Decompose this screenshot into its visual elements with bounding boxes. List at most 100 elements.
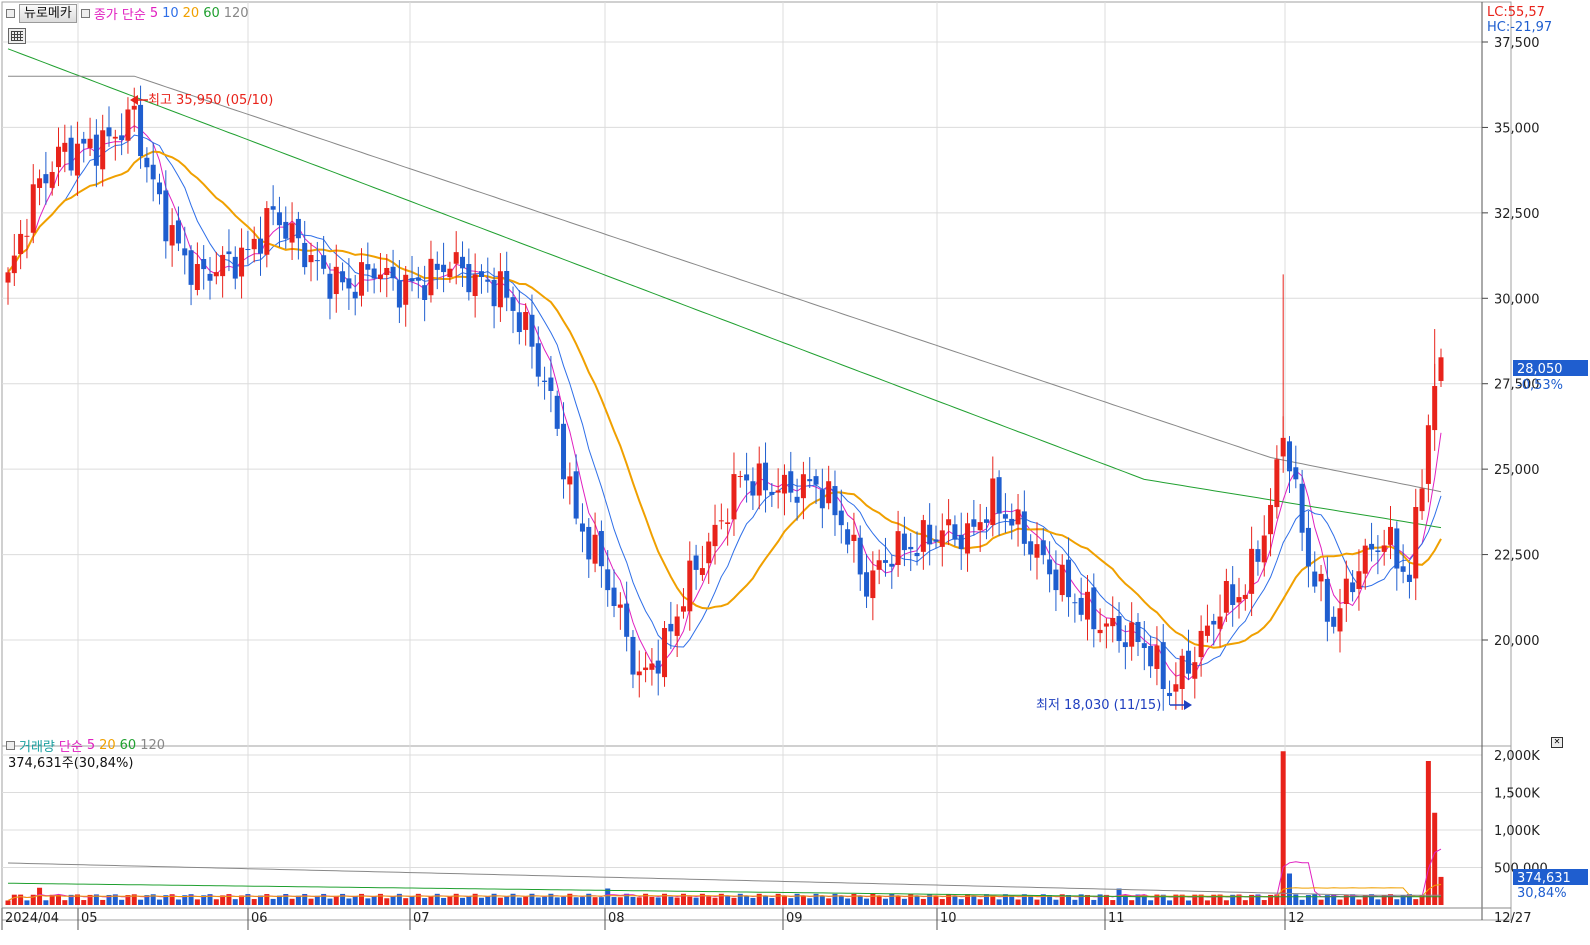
volume-bar bbox=[169, 894, 175, 905]
vma-20-label: 20 bbox=[99, 738, 116, 753]
volume-bar bbox=[302, 893, 308, 905]
volume-bar bbox=[497, 897, 503, 905]
volume-bar bbox=[952, 895, 958, 905]
volume-bar bbox=[1059, 894, 1065, 905]
volume-bar bbox=[1053, 899, 1059, 905]
candle-body bbox=[769, 491, 775, 495]
price-tick-label: 37,500 bbox=[1494, 36, 1540, 51]
volume-bar bbox=[1255, 894, 1261, 905]
volume-square-icon[interactable] bbox=[6, 741, 15, 750]
volume-bar bbox=[504, 896, 510, 905]
current-volume-ratio: 30,84% bbox=[1517, 886, 1567, 901]
volume-bar bbox=[674, 897, 680, 905]
candle-body bbox=[1002, 514, 1008, 519]
candle-body bbox=[965, 523, 971, 554]
volume-bar bbox=[662, 893, 668, 905]
volume-bar bbox=[182, 895, 188, 905]
candle-body bbox=[1280, 437, 1286, 457]
date-label: 10 bbox=[940, 911, 957, 926]
candle-body bbox=[119, 135, 125, 141]
panel-square-icon[interactable] bbox=[6, 9, 15, 18]
date-label: 09 bbox=[786, 911, 803, 926]
indicator-square-icon[interactable] bbox=[80, 9, 90, 18]
close-icon[interactable]: ✕ bbox=[1551, 737, 1563, 748]
volume-bar bbox=[1204, 900, 1210, 905]
ma-10-label: 10 bbox=[162, 6, 179, 21]
price-tick-label: 20,000 bbox=[1494, 634, 1540, 649]
volume-bar bbox=[1274, 894, 1280, 905]
volume-bar bbox=[643, 893, 649, 905]
price-tick-label: 32,500 bbox=[1494, 207, 1540, 222]
volume-indicator-label: 단순 bbox=[58, 740, 83, 755]
volume-bar bbox=[213, 899, 219, 905]
candle-body bbox=[24, 235, 30, 237]
volume-bar bbox=[327, 898, 333, 905]
candle-body bbox=[750, 481, 756, 496]
volume-bar bbox=[794, 893, 800, 905]
candle-body bbox=[434, 263, 440, 270]
candle-body bbox=[876, 560, 882, 570]
candle-body bbox=[314, 260, 320, 262]
low-annotation: 최저 18,030 (11/15) bbox=[1036, 698, 1192, 713]
volume-bars bbox=[5, 751, 1444, 905]
volume-bar bbox=[579, 897, 585, 905]
volume-bar bbox=[125, 895, 131, 905]
volume-bar bbox=[1261, 900, 1267, 905]
candle-body bbox=[37, 178, 43, 188]
candle-body bbox=[194, 264, 200, 290]
candle-body bbox=[1324, 578, 1330, 622]
stock-name-button[interactable]: 뉴로메카 bbox=[19, 4, 77, 23]
volume-bar bbox=[157, 899, 163, 905]
volume-toolbar: 거래량 단순 5 20 60 120 bbox=[6, 736, 165, 755]
volume-bar bbox=[693, 897, 699, 905]
volume-bar bbox=[1223, 900, 1229, 905]
candle-body bbox=[1040, 540, 1046, 556]
volume-bar bbox=[1350, 894, 1356, 905]
volume-bar bbox=[390, 896, 396, 905]
candle-body bbox=[1129, 622, 1135, 647]
volume-bar bbox=[453, 893, 459, 905]
volume-bar bbox=[510, 893, 516, 905]
volume-bar bbox=[680, 893, 686, 905]
candle-body bbox=[1078, 597, 1084, 615]
candle-body bbox=[687, 560, 693, 612]
volume-info: 374,631주(30,84%) bbox=[8, 756, 134, 771]
volume-bar bbox=[554, 897, 560, 905]
volume-bar bbox=[1375, 899, 1381, 905]
candle-body bbox=[1375, 550, 1381, 553]
volume-bar bbox=[1280, 751, 1286, 905]
candle-body bbox=[731, 474, 737, 520]
candle-body bbox=[112, 136, 118, 139]
volume-bar bbox=[359, 893, 365, 905]
candle-body bbox=[1350, 582, 1356, 593]
candle-body bbox=[882, 560, 888, 563]
volume-bar bbox=[1419, 895, 1425, 905]
candle-body bbox=[895, 531, 901, 565]
volume-bar bbox=[750, 897, 756, 905]
volume-bar bbox=[1432, 812, 1438, 905]
candle-body bbox=[1242, 594, 1248, 599]
volume-bar bbox=[617, 897, 623, 905]
grid-toggle-icon[interactable] bbox=[8, 28, 26, 44]
vma-5-label: 5 bbox=[86, 738, 96, 753]
candle-body bbox=[996, 477, 1002, 514]
candle-body bbox=[977, 522, 983, 531]
volume-bar bbox=[1179, 894, 1185, 905]
volume-bar bbox=[276, 895, 282, 905]
candle-body bbox=[125, 109, 131, 141]
candle-body bbox=[946, 519, 952, 526]
candle-body bbox=[1356, 571, 1362, 589]
candle-body bbox=[1009, 518, 1015, 526]
volume-bar bbox=[1331, 894, 1337, 905]
volume-bar bbox=[1286, 873, 1292, 905]
candle-body bbox=[1432, 386, 1438, 431]
volume-bar bbox=[1047, 895, 1053, 905]
volume-bar bbox=[68, 894, 74, 905]
volume-bar bbox=[295, 895, 301, 905]
candle-body bbox=[422, 285, 428, 300]
volume-bar bbox=[226, 894, 232, 905]
candle-body bbox=[1122, 642, 1128, 648]
volume-bar bbox=[1097, 894, 1103, 905]
volume-bar bbox=[800, 896, 806, 905]
price-axis: 37,500 35,000 32,500 30,000 27,500 25,000 22,5… bbox=[1481, 2, 1540, 746]
